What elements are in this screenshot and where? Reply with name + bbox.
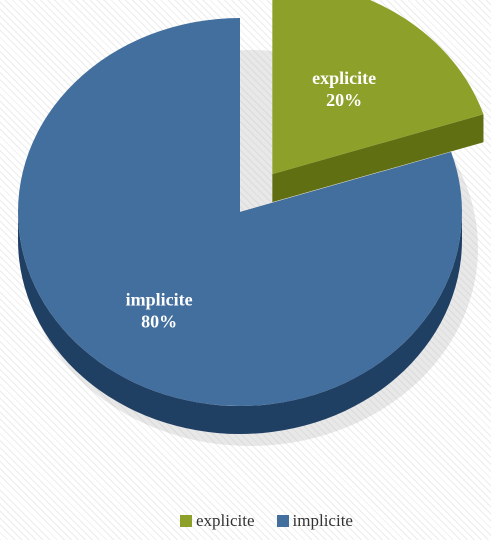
legend-label-explicite: explicite	[196, 511, 255, 530]
chart-legend: explicite implicite	[180, 511, 353, 531]
legend-swatch-explicite	[180, 515, 192, 527]
legend-item-explicite: explicite	[180, 511, 255, 531]
data-label-explicite-pct: 20%	[326, 90, 362, 110]
data-label-implicite-pct: 80%	[141, 311, 177, 331]
data-label-explicite-name: explicite	[312, 68, 376, 88]
pie-slice-implicite	[18, 18, 463, 407]
pie-slice-explicite	[272, 0, 484, 175]
pie-cut-explicite-1	[272, 114, 484, 203]
legend-label-implicite: implicite	[292, 511, 353, 530]
pie-chart: explicite 20% implicite 80%	[18, 0, 484, 446]
legend-swatch-implicite	[276, 515, 289, 527]
data-label-implicite-name: implicite	[126, 289, 193, 309]
legend-item-implicite: implicite	[276, 511, 353, 531]
